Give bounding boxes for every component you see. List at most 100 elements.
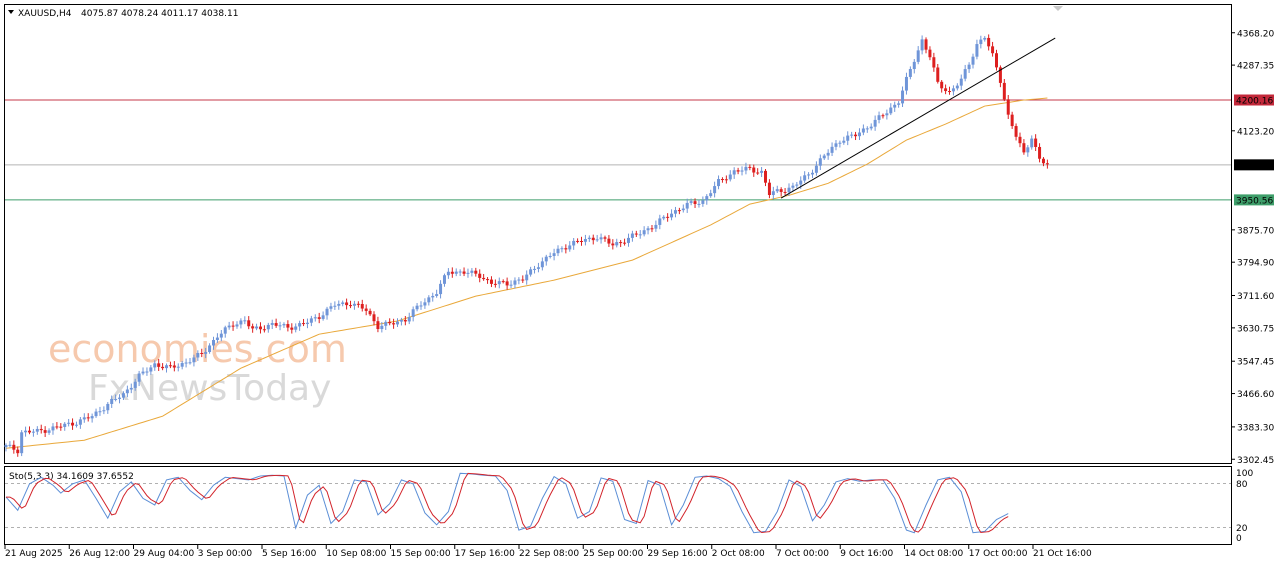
candle-body [709, 193, 713, 197]
candle-body [513, 280, 517, 285]
candle-body [701, 200, 705, 204]
candle-body [431, 295, 435, 298]
candle-body [783, 191, 787, 193]
candle-body [302, 323, 306, 325]
ohlc-readout: 4075.87 4078.24 4011.17 4038.11 [81, 9, 238, 19]
candle-body [450, 271, 454, 274]
candle-body [427, 297, 431, 303]
time-tick-label: 2 Oct 08:00 [712, 549, 765, 559]
candle-body [552, 253, 556, 256]
candle-body [646, 228, 650, 231]
candle-body [333, 305, 337, 307]
time-tick-label: 21 Aug 2025 [5, 549, 63, 559]
candle-body [642, 230, 646, 235]
candle-body [548, 255, 552, 257]
candle-body [423, 302, 427, 306]
candle-body [235, 324, 239, 327]
candle-body [936, 67, 940, 82]
candle-body [114, 398, 118, 400]
time-tick-label: 25 Sep 00:00 [583, 549, 643, 559]
price-tick-label: 3794.90 [1237, 259, 1274, 269]
candle-body [435, 294, 439, 296]
candle-body [607, 238, 611, 244]
sto-axis-100: 100 [1236, 469, 1253, 479]
time-tick-label: 10 Sep 08:00 [326, 549, 386, 559]
candle-body [529, 269, 533, 275]
candle-body [31, 431, 35, 433]
candle-body [313, 317, 317, 319]
candle-body [560, 248, 564, 250]
candle-body [286, 324, 290, 328]
candle-body [509, 284, 513, 286]
candle-body [86, 417, 90, 419]
candle-body [172, 365, 176, 368]
moving-average-line [5, 97, 1048, 449]
candle-body [1006, 99, 1010, 115]
stochastic-signal-line [6, 472, 1009, 534]
candle-body [830, 146, 834, 153]
candle-body [294, 326, 298, 330]
candle-body [916, 50, 920, 62]
candle-body [881, 115, 885, 117]
candle-body [208, 345, 212, 352]
candle-body [439, 283, 443, 295]
candle-body [842, 140, 846, 143]
scroll-shift-marker[interactable] [1053, 6, 1063, 11]
candle-body [133, 381, 137, 388]
candle-body [889, 107, 893, 114]
time-tick-label: 22 Sep 08:00 [519, 549, 579, 559]
candle-body [1041, 158, 1045, 164]
resistance-label: 4200.16 [1234, 94, 1274, 106]
candle-body [325, 308, 329, 316]
candle-body [200, 352, 204, 354]
candle-body [407, 317, 411, 322]
candle-body [337, 303, 341, 306]
candle-body [854, 134, 858, 137]
candle-body [78, 419, 82, 425]
candle-body [360, 304, 364, 309]
candle-body [536, 267, 540, 269]
candle-body [615, 242, 619, 246]
candle-body [27, 430, 31, 433]
candle-body [39, 428, 43, 431]
time-axis: 21 Aug 2025 26 Aug 12:00 29 Aug 04:00 3 Sep… [4, 545, 1092, 559]
triangle-down-icon[interactable] [8, 10, 14, 14]
candle-body [43, 430, 47, 433]
candle-body [262, 329, 266, 331]
stochastic-label: Sto(5,3,3) 34.1609 37.6552 [9, 472, 134, 482]
candle-body [16, 449, 20, 454]
candle-body [188, 362, 192, 364]
candle-body [752, 167, 756, 173]
svg-text:4200.16: 4200.16 [1236, 96, 1273, 106]
oscillator-pane[interactable] [4, 466, 1232, 545]
candle-body [396, 321, 399, 325]
trendline[interactable] [780, 37, 1056, 199]
candle-body [517, 279, 521, 281]
candle-body [219, 333, 223, 338]
candle-body [658, 218, 662, 225]
candle-body [157, 363, 161, 367]
candle-body [309, 318, 313, 323]
candle-body [705, 196, 709, 201]
candle-body [211, 339, 215, 346]
candle-body [834, 143, 838, 147]
candle-body [165, 365, 169, 369]
candle-body [446, 271, 450, 276]
candle-body [654, 224, 658, 229]
candle-body [670, 213, 674, 218]
price-tick-label: 3302.45 [1237, 456, 1274, 466]
candle-body [971, 56, 975, 65]
candle-body [145, 371, 149, 373]
svg-text:3950.56: 3950.56 [1236, 196, 1273, 206]
candle-body [623, 242, 627, 244]
candle-body [869, 126, 873, 129]
candle-body [305, 322, 309, 325]
candle-body [611, 243, 615, 246]
price-tick-label: 4123.20 [1237, 127, 1274, 137]
candle-body [724, 179, 728, 181]
candle-body [826, 152, 830, 156]
price-pane[interactable] [4, 4, 1232, 464]
candle-body [270, 323, 274, 325]
candle-body [98, 411, 102, 413]
